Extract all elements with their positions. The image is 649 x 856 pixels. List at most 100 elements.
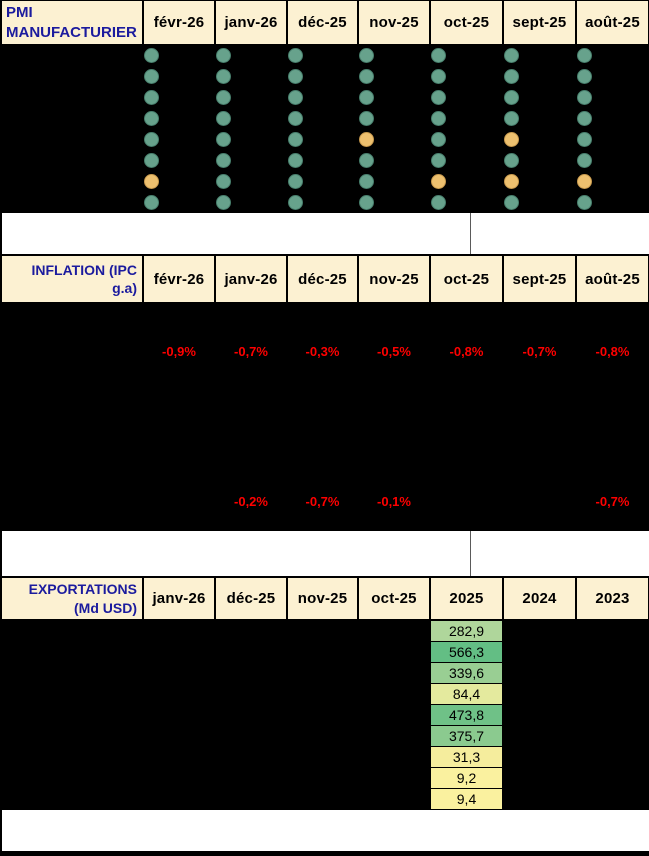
pmi-dot-cell — [503, 150, 576, 171]
pmi-green-dot-icon — [359, 111, 374, 126]
bottom-border — [0, 851, 649, 856]
export-value-cell: 375,7 — [430, 725, 503, 747]
pmi-dot-cell — [215, 87, 287, 108]
pmi-green-dot-icon — [216, 132, 231, 147]
pmi-dot-cell — [287, 129, 358, 150]
pmi-dot-cell — [576, 129, 649, 150]
pmi-dot-cell — [430, 45, 503, 66]
export-value-cell: 282,9 — [430, 620, 503, 642]
pmi-dot-cell — [503, 171, 576, 192]
column-header: nov-25 — [358, 0, 430, 45]
pmi-green-dot-icon — [431, 69, 446, 84]
pmi-dot-panel — [0, 45, 649, 213]
pmi-dot-cell — [358, 171, 430, 192]
column-header: sept-25 — [503, 0, 576, 45]
column-header: janv-26 — [215, 255, 287, 303]
pmi-dot-cell — [576, 87, 649, 108]
exports-panel: 282,9 566,3 339,6 84,4 473,8 375,7 31,3 9,2 9,4 — [0, 620, 649, 810]
pmi-green-dot-icon — [216, 153, 231, 168]
pmi-dot-cell — [143, 192, 215, 213]
pmi-dot-cell — [576, 66, 649, 87]
pmi-green-dot-icon — [577, 132, 592, 147]
footer-band: Sources : CEIC, FMI — [0, 810, 649, 851]
pmi-green-dot-icon — [288, 195, 303, 210]
pmi-green-dot-icon — [359, 195, 374, 210]
inflation-value — [143, 493, 215, 511]
inflation-value — [503, 493, 576, 511]
pmi-green-dot-icon — [288, 111, 303, 126]
pmi-dot-cell — [215, 108, 287, 129]
pmi-dot-cell — [430, 129, 503, 150]
page-break-tick — [470, 213, 471, 255]
export-value-cell: 31,3 — [430, 746, 503, 768]
pmi-green-dot-icon — [144, 195, 159, 210]
pmi-dot-cell — [215, 129, 287, 150]
pmi-dot-cell — [215, 192, 287, 213]
pmi-green-dot-icon — [359, 48, 374, 63]
inflation-value: -0,8% — [595, 344, 630, 359]
pmi-dot-cell — [576, 108, 649, 129]
export-value-cell: 84,4 — [430, 683, 503, 705]
pmi-green-dot-icon — [577, 48, 592, 63]
export-value-cell: 339,6 — [430, 662, 503, 684]
pmi-orange-dot-icon — [504, 174, 519, 189]
pmi-dot-cell — [143, 171, 215, 192]
exports-title: EXPORTATIONS (Md USD) — [0, 577, 143, 620]
pmi-dot-cell — [430, 150, 503, 171]
pmi-dot-cell — [503, 129, 576, 150]
pmi-green-dot-icon — [431, 48, 446, 63]
inflation-value: -0,3% — [305, 344, 340, 359]
pmi-green-dot-icon — [577, 153, 592, 168]
pmi-green-dot-icon — [359, 153, 374, 168]
inflation-values-row-2: -0,2% -0,7% -0,1% -0,7% — [143, 493, 649, 511]
pmi-dot-cell — [143, 66, 215, 87]
pmi-dot-cell — [430, 87, 503, 108]
pmi-green-dot-icon — [144, 48, 159, 63]
inflation-value: -0,7% — [595, 494, 630, 509]
pmi-green-dot-icon — [431, 132, 446, 147]
pmi-green-dot-icon — [288, 90, 303, 105]
column-header: 2024 — [503, 577, 576, 620]
pmi-dot-cell — [503, 87, 576, 108]
column-header: oct-25 — [430, 0, 503, 45]
pmi-green-dot-icon — [216, 195, 231, 210]
pmi-dot-cell — [287, 87, 358, 108]
inflation-title: INFLATION (IPC g.a) — [0, 255, 143, 303]
inflation-header-row: INFLATION (IPC g.a) févr-26 janv-26 déc-25… — [0, 255, 649, 303]
pmi-dot-cell — [503, 45, 576, 66]
pmi-green-dot-icon — [288, 153, 303, 168]
pmi-green-dot-icon — [431, 90, 446, 105]
pmi-dot-cell — [215, 45, 287, 66]
column-header: févr-26 — [143, 255, 215, 303]
column-header: déc-25 — [287, 0, 358, 45]
pmi-dot-cell — [358, 150, 430, 171]
pmi-title: PMI MANUFACTURIER — [0, 0, 143, 45]
column-header: déc-25 — [287, 255, 358, 303]
pmi-orange-dot-icon — [504, 132, 519, 147]
inflation-value: -0,2% — [234, 494, 268, 509]
pmi-green-dot-icon — [144, 153, 159, 168]
export-value-cell: 9,2 — [430, 767, 503, 789]
pmi-dot-cell — [287, 192, 358, 213]
pmi-green-dot-icon — [216, 111, 231, 126]
pmi-dot-cell — [576, 192, 649, 213]
column-header: 2023 — [576, 577, 649, 620]
pmi-dot-cell — [143, 45, 215, 66]
pmi-dot-cell — [576, 45, 649, 66]
pmi-dot-cell — [143, 129, 215, 150]
pmi-green-dot-icon — [359, 90, 374, 105]
exports-2025-column: 282,9 566,3 339,6 84,4 473,8 375,7 31,3 9,2 9,4 — [430, 620, 503, 810]
pmi-green-dot-icon — [577, 195, 592, 210]
pmi-orange-dot-icon — [577, 174, 592, 189]
column-header: janv-26 — [143, 577, 215, 620]
pmi-orange-dot-icon — [144, 174, 159, 189]
pmi-green-dot-icon — [216, 90, 231, 105]
pmi-dot-cell — [358, 129, 430, 150]
pmi-green-dot-icon — [144, 111, 159, 126]
pmi-dot-cell — [215, 66, 287, 87]
column-header: oct-25 — [430, 255, 503, 303]
pmi-dot-cell — [287, 171, 358, 192]
pmi-green-dot-icon — [577, 69, 592, 84]
pmi-dots-grid — [143, 45, 649, 213]
